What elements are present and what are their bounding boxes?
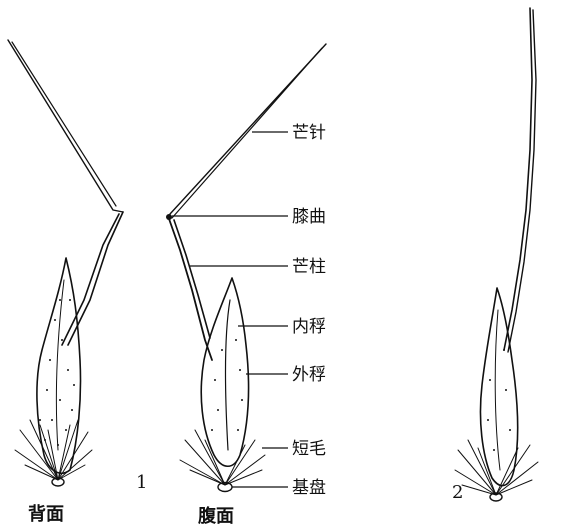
spikelet-back-view — [7, 39, 124, 487]
label-geniculation: 膝曲 — [292, 207, 326, 227]
fig2-hairs — [454, 439, 539, 496]
label-palea: 内稃 — [292, 317, 326, 337]
back-awn — [7, 39, 124, 346]
back-hairs — [14, 419, 93, 481]
ventral-hairs — [179, 429, 266, 486]
ventral-awn — [166, 43, 327, 361]
caption-ventral-view: 腹面 — [198, 505, 234, 527]
label-awn-column: 芒柱 — [292, 257, 326, 277]
fig2-awn — [503, 7, 537, 353]
caption-back-view: 背面 — [28, 503, 64, 525]
label-short-hairs: 短毛 — [292, 439, 326, 459]
figure-number-2: 2 — [452, 482, 463, 503]
ventral-lemma — [200, 277, 250, 468]
spikelet-ventral-view — [166, 43, 327, 493]
label-lemma: 外稃 — [292, 365, 326, 385]
leader-lines — [172, 131, 288, 488]
figure-number-1: 1 — [136, 472, 147, 493]
label-callus: 基盘 — [292, 478, 326, 498]
fig2-lemma — [479, 287, 519, 487]
back-lemma — [36, 257, 82, 474]
spikelet-figure-2 — [454, 7, 539, 502]
label-awn: 芒针 — [292, 123, 326, 143]
